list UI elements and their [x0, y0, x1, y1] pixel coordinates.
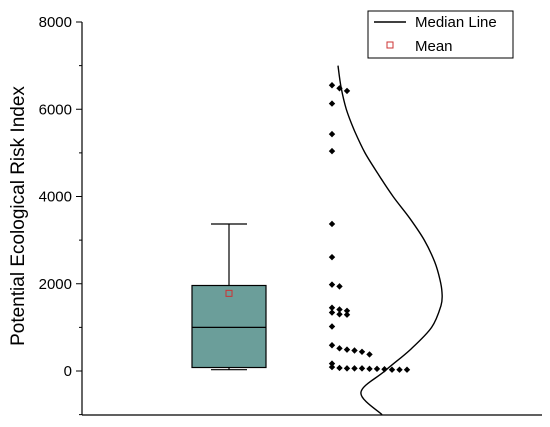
axes: 0 2000 4000 6000 8000	[39, 14, 542, 416]
data-point	[336, 364, 343, 372]
data-point	[366, 365, 373, 373]
data-point	[388, 366, 396, 373]
data-point	[328, 363, 336, 371]
data-point	[328, 360, 336, 367]
y-tick-label: 6000	[39, 101, 72, 118]
data-point	[381, 366, 388, 373]
y-tick-label: 2000	[39, 276, 72, 293]
data-point	[328, 130, 336, 138]
data-point	[328, 309, 336, 316]
legend-frame	[367, 10, 514, 59]
y-axis-title: Potential Ecological Risk Index	[8, 86, 29, 346]
box-group	[191, 223, 267, 371]
data-point	[343, 87, 351, 95]
data-point	[328, 253, 336, 261]
data-point	[328, 304, 336, 311]
data-point	[351, 347, 358, 354]
data-point	[343, 365, 351, 372]
data-point	[358, 348, 366, 356]
data-point	[366, 351, 373, 358]
data-point	[358, 365, 366, 372]
legend-mean-swatch	[386, 41, 394, 49]
data-point	[403, 366, 411, 373]
data-point	[343, 346, 351, 353]
legend-mean-label: Mean	[415, 38, 453, 55]
data-point	[336, 345, 343, 352]
legend-median-line-label: Median Line	[415, 14, 497, 31]
data-point	[328, 100, 336, 107]
data-point	[328, 82, 336, 89]
distribution-curve	[337, 65, 443, 416]
legend: Median Line Mean	[367, 10, 514, 59]
data-point	[343, 311, 351, 318]
data-point	[328, 147, 336, 155]
data-point	[343, 307, 351, 314]
data-point	[396, 366, 403, 373]
data-point	[328, 323, 336, 330]
distribution-curve-group	[337, 65, 443, 416]
mean-marker	[225, 289, 233, 297]
data-point	[336, 311, 343, 318]
data-point	[336, 283, 343, 290]
y-tick-label: 4000	[39, 189, 72, 206]
data-point	[328, 342, 336, 349]
y-tick-label: 8000	[39, 14, 72, 31]
box-iqr	[191, 284, 267, 369]
data-point	[373, 365, 381, 373]
data-point	[328, 281, 336, 288]
data-points	[328, 82, 411, 373]
y-tick-label: 0	[64, 363, 72, 380]
data-point	[336, 306, 343, 313]
data-point	[351, 365, 358, 372]
data-point	[328, 220, 336, 228]
